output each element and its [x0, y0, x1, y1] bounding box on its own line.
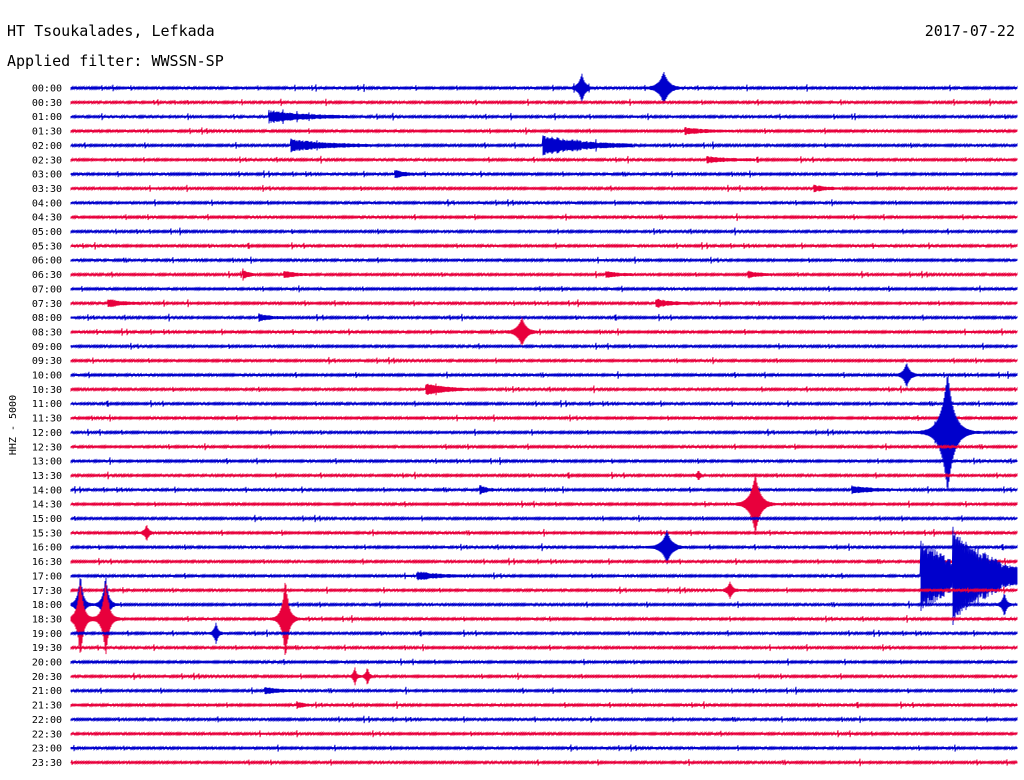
row-label: 08:30 — [32, 327, 62, 338]
row-label: 02:00 — [32, 141, 62, 152]
row-label: 15:30 — [32, 528, 62, 539]
row-label: 20:30 — [32, 672, 62, 683]
row-label: 04:00 — [32, 198, 62, 209]
row-label: 08:00 — [32, 313, 62, 324]
row-label: 22:30 — [32, 729, 62, 740]
row-label: 19:30 — [32, 643, 62, 654]
row-label: 16:00 — [32, 543, 62, 554]
row-label: 05:30 — [32, 241, 62, 252]
row-labels: 00:00 00:30 01:00 01:30 02:00 02:30 03:00 03:30… — [32, 84, 62, 769]
row-label: 14:30 — [32, 500, 62, 511]
row-label: 17:00 — [32, 571, 62, 582]
channel-label: HHZ - 5000 — [8, 395, 19, 455]
row-label: 03:30 — [32, 184, 62, 195]
row-label: 04:30 — [32, 213, 62, 224]
row-label: 13:30 — [32, 471, 62, 482]
row-label: 01:30 — [32, 127, 62, 138]
row-label: 07:30 — [32, 299, 62, 310]
row-label: 13:00 — [32, 457, 62, 468]
row-label: 19:00 — [32, 629, 62, 640]
row-label: 11:30 — [32, 414, 62, 425]
row-label: 16:30 — [32, 557, 62, 568]
row-label: 01:00 — [32, 112, 62, 123]
station-title: HT Tsoukalades, Lefkada — [7, 22, 215, 40]
row-label: 18:30 — [32, 614, 62, 625]
row-label: 14:00 — [32, 485, 62, 496]
row-label: 00:30 — [32, 98, 62, 109]
row-label: 21:30 — [32, 701, 62, 712]
row-label: 23:00 — [32, 744, 62, 755]
row-label: 11:00 — [32, 399, 62, 410]
row-label: 10:30 — [32, 385, 62, 396]
row-label: 12:00 — [32, 428, 62, 439]
row-label: 09:00 — [32, 342, 62, 353]
row-label: 12:30 — [32, 442, 62, 453]
date-label: 2017-07-22 — [924, 22, 1015, 40]
row-label: 00:00 — [32, 84, 62, 95]
row-label: 17:30 — [32, 586, 62, 597]
row-label: 23:30 — [32, 758, 62, 769]
row-label: 02:30 — [32, 155, 62, 166]
row-label: 03:00 — [32, 170, 62, 181]
row-label: 18:00 — [32, 600, 62, 611]
row-label: 09:30 — [32, 356, 62, 367]
row-label: 06:30 — [32, 270, 62, 281]
row-label: 07:00 — [32, 284, 62, 295]
row-label: 10:00 — [32, 371, 62, 382]
row-label: 20:00 — [32, 658, 62, 669]
filter-label: Applied filter: WWSSN-SP — [7, 52, 224, 70]
row-label: 05:00 — [32, 227, 62, 238]
row-label: 21:00 — [32, 686, 62, 697]
row-label: 06:00 — [32, 256, 62, 267]
trace-rows — [70, 71, 1018, 767]
row-label: 15:00 — [32, 514, 62, 525]
row-label: 22:00 — [32, 715, 62, 726]
